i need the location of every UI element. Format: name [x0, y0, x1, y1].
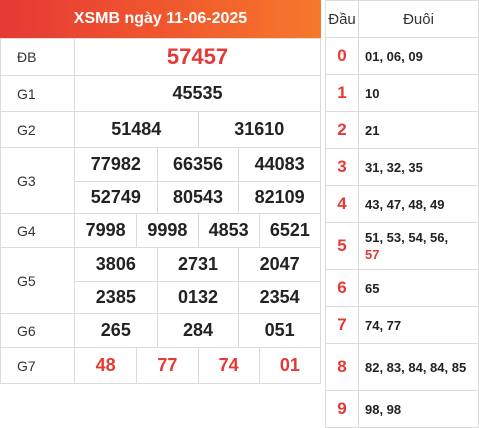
loto-duoi: 51, 53, 54, 56, 57	[358, 222, 479, 270]
loto-row: 5 51, 53, 54, 56, 57	[325, 222, 479, 270]
loto-duoi-text: 51, 53, 54, 56,	[365, 230, 449, 245]
prize-label: G5	[0, 247, 75, 314]
header-dau: Đầu	[325, 0, 359, 38]
prize-label: G2	[0, 111, 75, 148]
loto-row: 2 21	[325, 111, 479, 149]
loto-row: 1 10	[325, 74, 479, 112]
prize-number: 77982	[90, 153, 141, 174]
results-panel: XSMB ngày 11-06-2025 ĐB 57457 G1 45535 G…	[0, 0, 321, 384]
loto-header-row: Đầu Đuôi	[325, 0, 479, 38]
loto-duoi: 21	[358, 111, 479, 149]
prize-row-db: ĐB 57457	[0, 38, 321, 76]
prize-number: 48	[95, 355, 116, 375]
loto-duoi-highlight: 57	[365, 247, 380, 262]
prize-label: G4	[0, 213, 75, 248]
prize-number: 45535	[172, 83, 223, 103]
loto-row: 0 01, 06, 09	[325, 37, 479, 75]
loto-duoi: 01, 06, 09	[358, 37, 479, 75]
prize-label: ĐB	[0, 38, 75, 76]
prize-row-g5: G5 3806 2731 2047 2385 0132 2354	[0, 247, 321, 314]
prize-number: 80543	[156, 180, 239, 213]
prize-number: 3806	[95, 253, 136, 274]
loto-duoi: 98, 98	[358, 390, 479, 428]
loto-row: 6 65	[325, 269, 479, 307]
prize-number: 01	[258, 348, 320, 383]
prize-number: 74	[197, 348, 259, 383]
prize-number: 2354	[238, 280, 320, 313]
loto-duoi: 82, 83, 84, 84, 85	[358, 343, 479, 391]
prize-row-g1: G1 45535	[0, 75, 321, 112]
loto-duoi: 43, 47, 48, 49	[358, 185, 479, 223]
loto-duoi: 31, 32, 35	[358, 148, 479, 186]
prize-number: 6521	[258, 214, 320, 247]
loto-row: 3 31, 32, 35	[325, 148, 479, 186]
prize-row-g4: G4 7998 9998 4853 6521	[0, 213, 321, 248]
results-title: XSMB ngày 11-06-2025	[0, 0, 321, 38]
prize-number: 51484	[111, 119, 162, 139]
prize-row-g2: G2 51484 31610	[0, 111, 321, 148]
loto-dau: 6	[325, 269, 359, 307]
loto-duoi: 10	[358, 74, 479, 112]
prize-number: 2385	[75, 280, 157, 314]
loto-row: 7 74, 77	[325, 306, 479, 344]
prize-label: G7	[0, 347, 75, 384]
header-duoi: Đuôi	[358, 0, 479, 38]
loto-duoi-text: 74, 77	[365, 317, 402, 333]
prize-number: 31610	[197, 112, 321, 147]
prize-number: 57457	[166, 44, 229, 69]
prize-number: 284	[156, 314, 239, 347]
loto-duoi: 65	[358, 269, 479, 307]
prize-number: 82109	[238, 180, 320, 213]
loto-duoi-text: 31, 32, 35	[365, 159, 423, 175]
loto-row: 9 98, 98	[325, 390, 479, 428]
loto-dau: 2	[325, 111, 359, 149]
prize-number: 44083	[238, 148, 320, 181]
prize-label: G1	[0, 75, 75, 112]
prize-row-g3: G3 77982 66356 44083 52749 80543 82109	[0, 147, 321, 214]
loto-duoi-text: 98, 98	[365, 401, 402, 417]
prize-label: G3	[0, 147, 75, 214]
loto-table: Đầu Đuôi 0 01, 06, 09 1 10 2 21 3 31, 32…	[325, 0, 479, 428]
loto-dau: 1	[325, 74, 359, 112]
prize-number: 7998	[85, 220, 126, 240]
prize-number: 0132	[156, 280, 239, 313]
loto-duoi-text: 01, 06, 09	[365, 48, 423, 64]
prize-number: 2047	[238, 248, 320, 281]
prize-row-g6: G6 265 284 051	[0, 313, 321, 348]
loto-dau: 8	[325, 343, 359, 391]
loto-dau: 0	[325, 37, 359, 75]
loto-dau: 4	[325, 185, 359, 223]
prize-number: 4853	[197, 214, 259, 247]
loto-dau: 3	[325, 148, 359, 186]
prize-number: 2731	[156, 248, 239, 281]
prize-number: 051	[238, 314, 320, 347]
prize-number: 77	[136, 348, 197, 383]
prize-number: 52749	[75, 180, 157, 214]
prize-number: 66356	[156, 148, 239, 181]
loto-panel: Đầu Đuôi 0 01, 06, 09 1 10 2 21 3 31, 32…	[325, 0, 479, 428]
loto-dau: 5	[325, 222, 359, 270]
loto-duoi-text: 21	[365, 122, 380, 138]
loto-dau: 9	[325, 390, 359, 428]
loto-row: 4 43, 47, 48, 49	[325, 185, 479, 223]
loto-row: 8 82, 83, 84, 84, 85	[325, 343, 479, 391]
loto-duoi-text: 82, 83, 84, 84, 85	[365, 359, 467, 375]
loto-duoi-text: 65	[365, 280, 380, 296]
loto-duoi-text: 10	[365, 85, 380, 101]
prize-number: 9998	[136, 214, 197, 247]
prize-label: G6	[0, 313, 75, 348]
prize-row-g7: G7 48 77 74 01	[0, 347, 321, 384]
loto-duoi-text: 43, 47, 48, 49	[365, 196, 445, 212]
loto-duoi: 74, 77	[358, 306, 479, 344]
prize-number: 265	[100, 320, 131, 340]
results-table: ĐB 57457 G1 45535 G2 51484 31610 G3 7798…	[0, 38, 321, 384]
loto-dau: 7	[325, 306, 359, 344]
